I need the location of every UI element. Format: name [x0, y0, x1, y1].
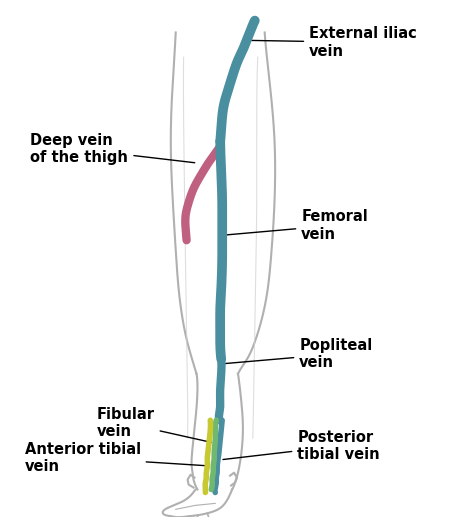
Text: Deep vein
of the thigh: Deep vein of the thigh	[30, 133, 195, 165]
Text: Posterior
tibial vein: Posterior tibial vein	[223, 430, 380, 462]
Text: Anterior tibial
vein: Anterior tibial vein	[25, 441, 205, 474]
Text: Fibular
vein: Fibular vein	[97, 407, 211, 443]
Text: External iliac
vein: External iliac vein	[251, 26, 417, 59]
Text: Femoral
vein: Femoral vein	[225, 209, 368, 242]
Text: Popliteal
vein: Popliteal vein	[224, 338, 373, 370]
